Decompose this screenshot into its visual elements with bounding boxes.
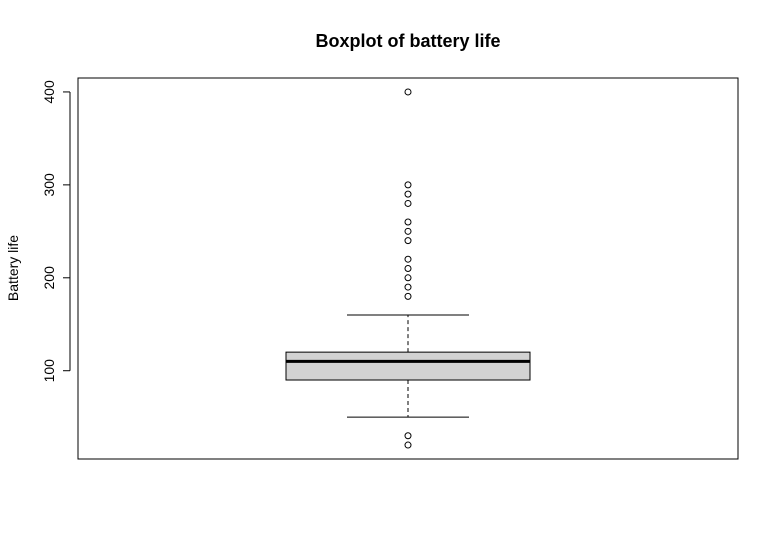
y-tick-label: 100	[41, 359, 57, 383]
outlier-points	[404, 88, 412, 449]
outlier-point	[404, 292, 412, 300]
outlier-point	[404, 218, 412, 226]
y-tick-label: 400	[41, 80, 57, 104]
outlier-point	[404, 181, 412, 189]
outlier-point	[404, 265, 412, 272]
outlier-point	[404, 227, 412, 235]
y-axis-ticks: 100 200 300 400	[41, 80, 70, 382]
plot-frame	[77, 77, 739, 460]
interquartile-box	[285, 351, 531, 381]
chart-title: Boxplot of battery life	[315, 31, 500, 51]
outlier-point	[404, 237, 412, 245]
outlier-point	[404, 283, 412, 291]
outlier-point	[404, 199, 412, 207]
outlier-point	[404, 190, 412, 198]
outlier-point	[404, 432, 412, 440]
y-tick-label: 200	[41, 266, 57, 290]
outlier-point	[404, 274, 412, 282]
y-axis-label: Battery life	[5, 235, 21, 301]
outlier-point	[404, 88, 412, 96]
outlier-point	[404, 255, 412, 263]
y-tick-label: 300	[41, 173, 57, 197]
outlier-point	[404, 441, 412, 449]
box-group	[285, 314, 531, 418]
